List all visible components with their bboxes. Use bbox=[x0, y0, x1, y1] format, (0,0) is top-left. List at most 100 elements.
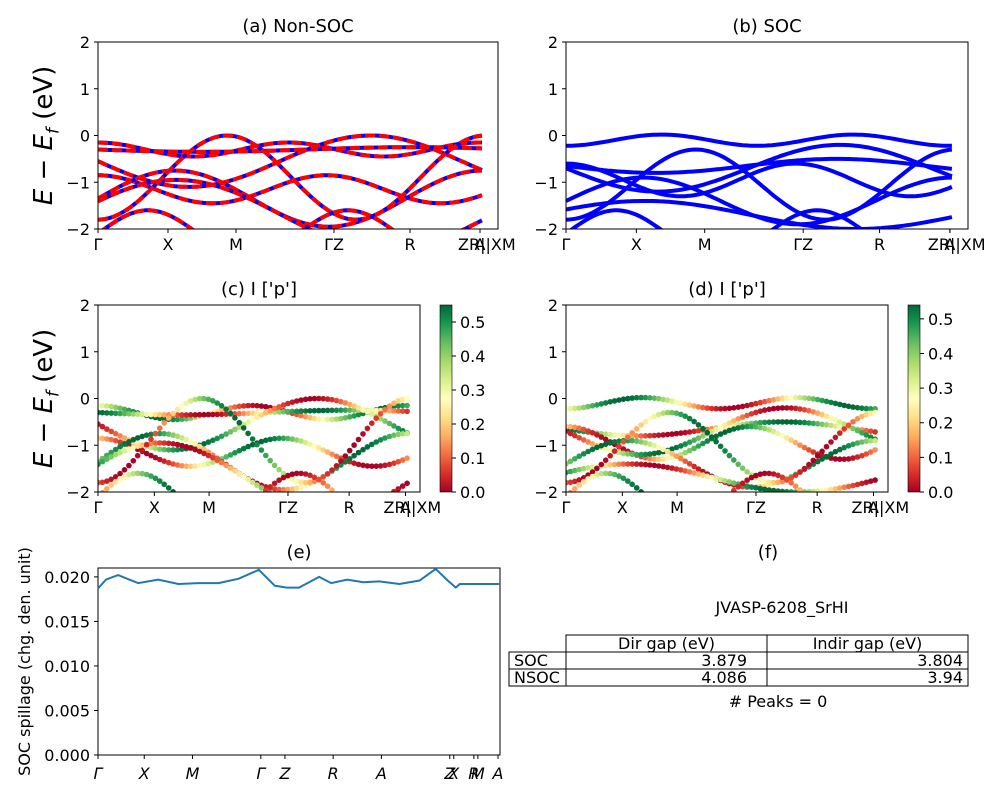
band-point bbox=[832, 448, 839, 455]
band-point bbox=[263, 403, 269, 410]
band-point bbox=[201, 446, 207, 453]
band-point bbox=[784, 435, 790, 441]
x-tick-label: Γ bbox=[94, 498, 103, 517]
band-point bbox=[360, 462, 366, 469]
band-point bbox=[806, 488, 812, 492]
band-point bbox=[121, 473, 128, 480]
band-point bbox=[316, 445, 322, 451]
x-tick-label: Γ bbox=[94, 764, 104, 783]
band-point bbox=[174, 462, 181, 468]
y-tick-label: −1 bbox=[534, 436, 558, 455]
band-point bbox=[717, 443, 724, 450]
band-point bbox=[700, 425, 706, 432]
band-point bbox=[280, 409, 287, 415]
band-point bbox=[788, 489, 794, 492]
band-point bbox=[404, 395, 410, 402]
band-point bbox=[859, 430, 865, 436]
band-point bbox=[810, 396, 817, 402]
band-line-overlay bbox=[98, 133, 483, 222]
band-point bbox=[187, 445, 194, 451]
band-point bbox=[196, 448, 203, 455]
band-point bbox=[735, 404, 741, 411]
band-point bbox=[175, 493, 181, 499]
band-point bbox=[112, 437, 119, 444]
band-point bbox=[395, 408, 402, 414]
band-point bbox=[174, 433, 181, 440]
band-points bbox=[566, 394, 878, 523]
band-point bbox=[837, 423, 843, 430]
band-point bbox=[179, 435, 185, 441]
band-point bbox=[152, 430, 159, 437]
band-point bbox=[854, 416, 861, 422]
band-point bbox=[867, 478, 874, 485]
band-point bbox=[863, 432, 870, 438]
y-tick-label: −1 bbox=[66, 436, 90, 455]
band-point bbox=[806, 461, 812, 468]
band-point bbox=[801, 465, 808, 472]
band-point bbox=[196, 395, 203, 402]
band-point bbox=[205, 396, 212, 403]
band-point bbox=[673, 430, 680, 437]
band-point bbox=[134, 452, 141, 459]
band-lines bbox=[566, 132, 953, 229]
band-point bbox=[117, 439, 123, 445]
band-point bbox=[854, 440, 861, 446]
band-point bbox=[647, 462, 653, 468]
band-point bbox=[837, 401, 843, 408]
band-point bbox=[647, 395, 653, 401]
band-point bbox=[695, 404, 702, 410]
band-point bbox=[823, 443, 830, 450]
band-point bbox=[104, 486, 110, 492]
band-point bbox=[298, 505, 304, 511]
band-point bbox=[585, 448, 591, 455]
band-point bbox=[651, 442, 658, 449]
band-point bbox=[183, 443, 190, 450]
band-point bbox=[620, 450, 627, 457]
band-point bbox=[165, 415, 172, 421]
band-point bbox=[404, 430, 410, 437]
band-point bbox=[810, 449, 817, 455]
band-point bbox=[691, 428, 697, 435]
band-point bbox=[143, 471, 150, 478]
band-point bbox=[152, 445, 159, 452]
band-point bbox=[112, 404, 119, 411]
x-tick-label: A bbox=[375, 764, 387, 783]
band-point bbox=[728, 491, 731, 492]
band-point bbox=[753, 409, 759, 416]
y-tick-label: 0.010 bbox=[44, 657, 90, 676]
band-point bbox=[652, 501, 658, 507]
band-point bbox=[589, 446, 596, 453]
band-point bbox=[280, 486, 287, 492]
band-point bbox=[320, 447, 327, 453]
band-line-overlay bbox=[98, 168, 482, 229]
band-point bbox=[302, 414, 309, 420]
band-point bbox=[647, 432, 653, 439]
band-point bbox=[161, 416, 167, 422]
band-point bbox=[342, 453, 349, 459]
band-point bbox=[324, 396, 331, 402]
band-point bbox=[819, 487, 825, 492]
band-point bbox=[704, 405, 711, 411]
band-point bbox=[263, 410, 269, 416]
band-point bbox=[638, 489, 644, 492]
band-point bbox=[682, 517, 688, 523]
band-point bbox=[863, 411, 870, 418]
band-point bbox=[867, 406, 874, 412]
band-point bbox=[673, 466, 680, 472]
band-point bbox=[223, 431, 229, 437]
band-point bbox=[638, 433, 644, 439]
band-point bbox=[669, 398, 675, 404]
band-point bbox=[404, 480, 410, 487]
band-point bbox=[130, 444, 137, 451]
band-point bbox=[227, 405, 234, 411]
band-point bbox=[254, 414, 260, 421]
band-point bbox=[664, 455, 671, 462]
band-point bbox=[324, 407, 331, 414]
band-point bbox=[779, 405, 786, 411]
band-point bbox=[682, 413, 688, 420]
band-point bbox=[580, 475, 587, 481]
band-point bbox=[260, 491, 263, 492]
band-point bbox=[642, 433, 649, 439]
band-point bbox=[316, 407, 322, 414]
band-point bbox=[722, 429, 728, 436]
